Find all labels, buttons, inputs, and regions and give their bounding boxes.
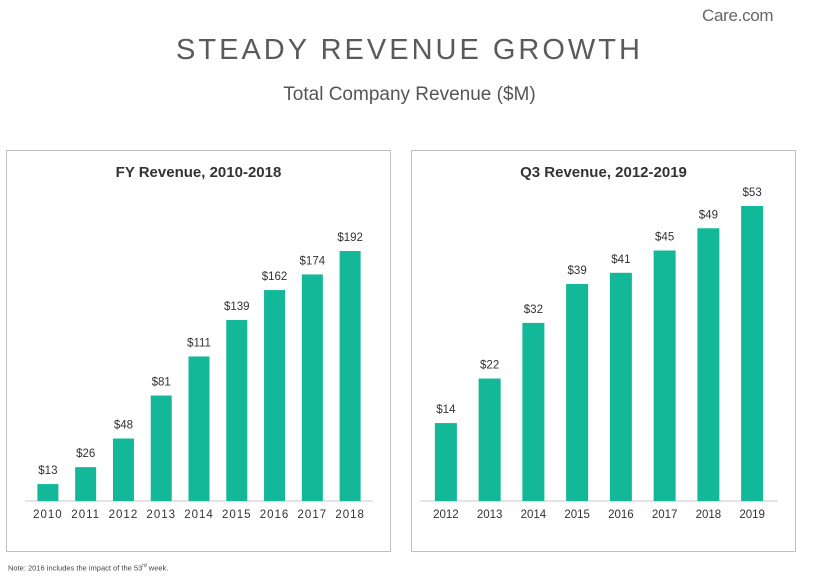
x-tick-label-2015: 2015: [564, 509, 590, 521]
data-label-2016: $162: [262, 271, 288, 283]
footnote-suffix: week.: [146, 563, 169, 573]
bar-2016: [609, 272, 632, 501]
bar-2010: [37, 484, 59, 501]
page-subtitle: Total Company Revenue ($M): [283, 84, 536, 105]
data-label-2017: $174: [300, 255, 326, 267]
x-tick-label-2012: 2012: [109, 509, 139, 521]
bar-2013: [150, 395, 172, 501]
chart-title: Q3 Revenue, 2012-2019: [520, 164, 687, 181]
bar-2016: [264, 290, 286, 501]
bar-2015: [226, 320, 248, 501]
bar-2015: [566, 283, 589, 501]
page-title: STEADY REVENUE GROWTH: [176, 34, 643, 66]
footnote-superscript: rd: [142, 563, 147, 569]
fy-revenue-chart: FY Revenue, 2010-2018 $13 2010 $26 2011 $48 20…: [25, 164, 373, 521]
x-tick-label-2012: 2012: [433, 509, 459, 521]
x-tick-label-2014: 2014: [521, 509, 547, 521]
x-tick-label-2013: 2013: [477, 509, 503, 521]
q3-revenue-chart: Q3 Revenue, 2012-2019 $14 2012 $22 2013 $32 20…: [420, 164, 778, 521]
x-tick-label-2019: 2019: [739, 509, 765, 521]
data-label-2018: $49: [699, 209, 718, 221]
x-tick-label-2018: 2018: [696, 509, 722, 521]
data-label-2010: $13: [38, 465, 57, 477]
fy-revenue-panel: FY Revenue, 2010-2018 $13 2010 $26 2011 $48 20…: [6, 150, 391, 552]
data-label-2013: $22: [480, 360, 499, 372]
x-tick-label-2017: 2017: [298, 509, 328, 521]
data-label-2018: $192: [337, 232, 363, 244]
logo-text: Care.com: [702, 6, 774, 25]
footnote: Note: 2016 includes the impact of the 53…: [8, 563, 168, 573]
x-tick-label-2014: 2014: [184, 509, 214, 521]
bar-2014: [522, 322, 545, 501]
data-label-2017: $45: [655, 232, 674, 244]
data-label-2016: $41: [611, 254, 630, 266]
bar-2017: [653, 250, 676, 501]
bar-2017: [301, 274, 323, 501]
q3-revenue-panel: Q3 Revenue, 2012-2019 $14 2012 $22 2013 $32 20…: [411, 150, 796, 552]
bar-2012: [434, 423, 457, 501]
footnote-text: Note: 2016 includes the impact of the 53: [8, 563, 143, 573]
chart-title: FY Revenue, 2010-2018: [116, 164, 282, 181]
x-tick-label-2016: 2016: [260, 509, 290, 521]
data-label-2011: $26: [76, 448, 95, 460]
x-tick-label-2011: 2011: [71, 509, 100, 521]
x-tick-label-2016: 2016: [608, 509, 634, 521]
data-label-2015: $139: [224, 301, 250, 313]
bar-2018: [339, 251, 361, 501]
bar-2018: [697, 228, 720, 501]
data-label-2012: $48: [114, 420, 133, 432]
x-tick-label-2017: 2017: [652, 509, 678, 521]
data-label-2015: $39: [568, 265, 587, 277]
x-tick-label-2010: 2010: [33, 509, 63, 521]
data-label-2014: $32: [524, 304, 543, 316]
bar-2019: [741, 206, 764, 501]
brand-logo: Care.com: [702, 6, 774, 26]
x-tick-label-2018: 2018: [335, 509, 365, 521]
x-tick-label-2013: 2013: [146, 509, 176, 521]
bar-2014: [188, 356, 210, 501]
data-label-2019: $53: [743, 187, 762, 199]
bar-2011: [75, 467, 97, 501]
x-tick-label-2015: 2015: [222, 509, 252, 521]
data-label-2013: $81: [152, 377, 171, 389]
data-label-2014: $111: [187, 337, 211, 349]
bar-2013: [478, 378, 501, 501]
bar-2012: [112, 438, 134, 501]
data-label-2012: $14: [436, 404, 456, 416]
